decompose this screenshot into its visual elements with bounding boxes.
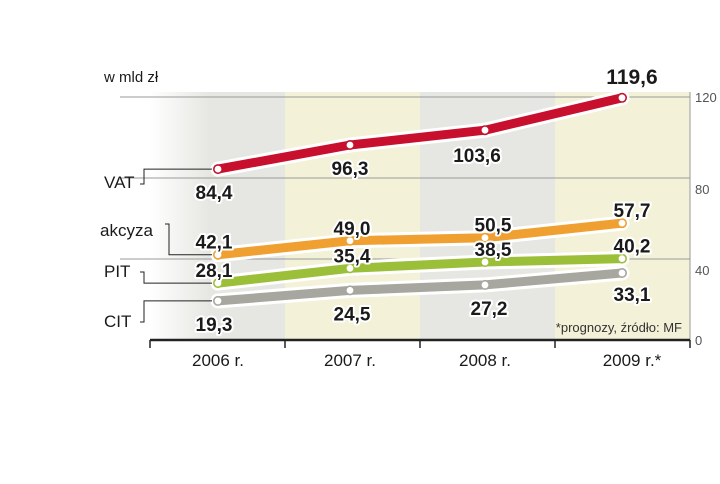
series-akcyza-point-4 [616, 218, 627, 229]
series-akcyza-value-1: 42,1 [196, 233, 233, 254]
series-name-akcyza: akcyza [100, 221, 153, 240]
chart-texts: 2006 r. 2007 r. 2008 r. 2009 r.* w mld zł 84,… [100, 64, 682, 370]
y-tick-label-80: 80 [695, 182, 709, 197]
y-tick-label-0: 0 [695, 333, 702, 348]
series-vat-line [213, 93, 627, 174]
series-name-vat: VAT [104, 173, 135, 192]
series-cit-line [213, 268, 627, 306]
series-name-connector-pit [140, 271, 212, 284]
series-akcyza-point-3 [479, 232, 490, 243]
series-akcyza-value-3: 50,5 [475, 216, 512, 237]
series-name-connector-cit [140, 300, 212, 323]
series-cit-value-3: 27,2 [471, 299, 508, 320]
series-vat-value-4: 119,6 [606, 66, 657, 89]
series-vat-point-3 [479, 125, 490, 136]
series-cit-point-1 [213, 295, 224, 306]
series-akcyza-value-2: 49,0 [334, 219, 371, 240]
series-vat-value-1: 84,4 [196, 183, 233, 204]
band-2 [285, 92, 420, 340]
series-akcyza-point-2 [344, 235, 355, 246]
x-tick-label-1: 2006 r. [192, 351, 244, 370]
series-akcyza-value-4: 57,7 [614, 201, 651, 222]
series-name-connector-akcyza [165, 223, 212, 256]
source-note: *prognozy, źródło: MF [556, 320, 682, 335]
series-akcyza-point-1 [213, 249, 224, 260]
series-akcyza-line [213, 218, 627, 260]
series-pit-line [213, 254, 627, 288]
series-name-cit: CIT [104, 312, 131, 331]
series-cit-value-2: 24,5 [334, 304, 371, 325]
series-pit-point-2 [344, 263, 355, 274]
series-pit-point-1 [213, 278, 224, 289]
series-cit-value-4: 33,1 [614, 285, 651, 306]
y-tick-label-40: 40 [695, 263, 709, 278]
series-vat-value-3: 103,6 [453, 146, 501, 167]
series-name-pit: PIT [104, 262, 130, 281]
series-cit-point-2 [344, 285, 355, 296]
series-pit-value-1: 28,1 [196, 261, 233, 282]
series-pit-value-3: 38,5 [475, 240, 512, 261]
series-cit-point-3 [479, 279, 490, 290]
band-fade [150, 92, 210, 340]
series-pit-point-3 [479, 257, 490, 268]
series-layer [210, 90, 630, 309]
x-tick-label-4: 2009 r.* [603, 351, 662, 370]
x-tick-label-2: 2007 r. [324, 351, 376, 370]
axes: 0 40 80 120 [149, 90, 717, 348]
series-cit-point-4 [616, 267, 627, 278]
series-vat-value-2: 96,3 [332, 159, 369, 180]
series-name-connector-vat [140, 168, 212, 185]
unit-label: w mld zł [103, 69, 159, 86]
y-tick-label-120: 120 [695, 90, 717, 105]
series-pit-point-4 [616, 253, 627, 264]
series-pit-value-2: 35,4 [334, 246, 371, 267]
x-tick-label-3: 2008 r. [459, 351, 511, 370]
series-pit-value-4: 40,2 [614, 237, 651, 258]
series-vat-point-4 [616, 92, 627, 103]
series-cit-value-1: 19,3 [196, 315, 233, 336]
series-vat-point-2 [344, 139, 355, 150]
series-vat-point-1 [213, 164, 224, 175]
